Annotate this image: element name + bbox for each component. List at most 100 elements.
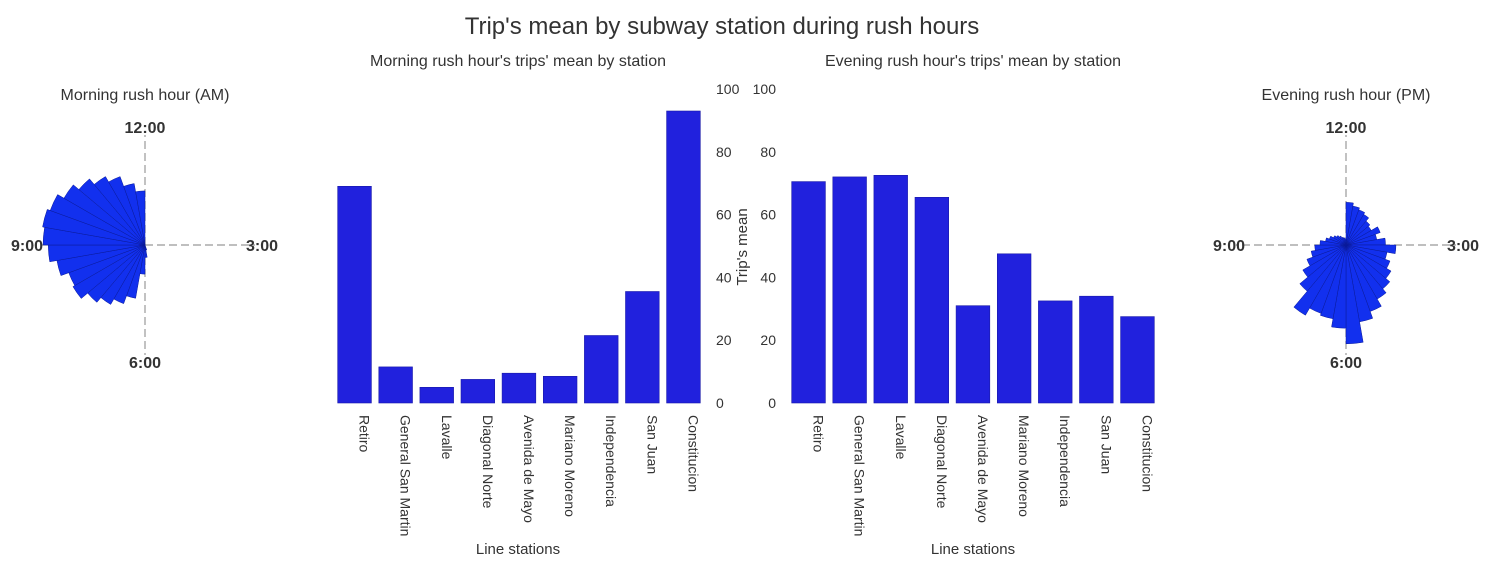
- morning-x-tick-label-4: Avenida de Mayo: [521, 415, 537, 523]
- morning-bars: [337, 110, 701, 404]
- morning-bar-7: [625, 291, 660, 404]
- morning-polar-bar-23: [72, 244, 146, 299]
- evening-x-tick-label-1: General San Martin: [852, 415, 868, 536]
- evening-bar-0: [791, 181, 826, 404]
- evening-x-tick-label-6: Independencia: [1057, 415, 1073, 507]
- morning-polar-title: Morning rush hour (AM): [61, 87, 230, 104]
- evening-y-ticks: 0 20 40 60 80 100: [753, 81, 777, 411]
- morning-y-tick-label-4: 80: [716, 144, 732, 160]
- evening-x-axis-label: Line stations: [931, 541, 1015, 558]
- morning-bar-chart: Morning rush hour's trips' mean by stati…: [337, 53, 751, 558]
- morning-x-tick-label-3: Diagonal Norte: [480, 415, 496, 509]
- evening-bar-2: [873, 175, 908, 404]
- evening-x-tick-label-0: Retiro: [811, 415, 827, 453]
- evening-x-tick-label-3: Diagonal Norte: [934, 415, 950, 509]
- evening-polar-bar-32: [1338, 235, 1347, 246]
- evening-x-tick-label-2: Lavalle: [893, 415, 909, 460]
- evening-bar-3: [914, 197, 950, 404]
- evening-x-tick-label-8: Constitucion: [1139, 415, 1155, 492]
- evening-y-tick-label-1: 20: [760, 332, 776, 348]
- evening-label-6: 6:00: [1330, 355, 1362, 372]
- evening-polar-chart: Evening rush hour (PM) 12:00 3:00 6:00 9…: [1213, 87, 1479, 372]
- evening-x-tick-label-4: Avenida de Mayo: [975, 415, 991, 523]
- morning-label-9: 9:00: [11, 238, 43, 255]
- morning-y-axis-label: Trip's mean: [734, 208, 751, 285]
- morning-x-tick-label-8: Constitucion: [685, 415, 701, 492]
- morning-polar-bars: [42, 176, 148, 305]
- evening-polar-bar-17: [1345, 244, 1364, 345]
- morning-polar-bar-32: [93, 176, 146, 246]
- evening-label-9: 9:00: [1213, 238, 1245, 255]
- morning-bar-title: Morning rush hour's trips' mean by stati…: [370, 53, 666, 70]
- evening-polar-bars: [1293, 202, 1397, 345]
- morning-y-tick-label-3: 60: [716, 207, 732, 223]
- morning-polar-bar-34: [123, 183, 146, 246]
- figure-title: Trip's mean by subway station during rus…: [465, 13, 980, 40]
- morning-x-axis-label: Line stations: [476, 541, 560, 558]
- morning-y-tick-label-1: 20: [716, 332, 732, 348]
- morning-polar-chart: Morning rush hour (AM) 12:00 3:00 6:00 9…: [11, 87, 278, 372]
- evening-polar-bar-2: [1345, 209, 1366, 246]
- evening-polar-bar-26: [1314, 244, 1347, 251]
- evening-bars: [791, 175, 1155, 404]
- morning-bar-0: [337, 186, 372, 404]
- morning-y-ticks: 0 20 40 60 80 100: [716, 81, 740, 411]
- morning-x-ticks: Retiro General San Martin Lavalle Diagonal …: [357, 415, 702, 536]
- morning-polar-bar-33: [108, 176, 146, 246]
- evening-polar-bar-22: [1299, 244, 1347, 292]
- evening-x-ticks: Retiro General San Martin Lavalle Diagonal …: [811, 415, 1156, 536]
- evening-y-tick-label-3: 60: [760, 207, 776, 223]
- evening-bar-title: Evening rush hour's trips' mean by stati…: [825, 53, 1121, 70]
- morning-x-tick-label-7: San Juan: [644, 415, 660, 474]
- evening-bar-6: [1038, 300, 1073, 404]
- evening-polar-bar-35: [1344, 238, 1347, 246]
- evening-polar-bar-25: [1310, 244, 1347, 258]
- morning-polar-bar-30: [63, 184, 146, 246]
- evening-polar-title: Evening rush hour (PM): [1262, 87, 1431, 104]
- evening-y-tick-label-2: 40: [760, 269, 776, 285]
- morning-polar-bar-35: [135, 190, 146, 246]
- morning-bar-5: [542, 375, 578, 404]
- evening-x-tick-label-5: Mariano Moreno: [1016, 415, 1032, 517]
- morning-bar-3: [460, 379, 496, 404]
- morning-x-tick-label-6: Independencia: [603, 415, 619, 507]
- morning-x-tick-label-5: Mariano Moreno: [562, 415, 578, 517]
- morning-bar-8: [666, 110, 701, 404]
- evening-bar-8: [1120, 316, 1155, 404]
- morning-polar-bar-28: [42, 209, 146, 246]
- morning-x-tick-label-1: General San Martin: [398, 415, 414, 536]
- morning-bar-6: [584, 335, 619, 404]
- morning-x-tick-label-0: Retiro: [357, 415, 373, 453]
- evening-bar-7: [1079, 295, 1114, 404]
- evening-polar-bar-6: [1345, 226, 1381, 246]
- morning-polar-bar-17: [144, 244, 148, 258]
- evening-bar-5: [996, 253, 1032, 404]
- evening-polar-bar-31: [1336, 235, 1347, 246]
- evening-polar-bar-33: [1341, 236, 1347, 246]
- evening-polar-bar-24: [1306, 244, 1347, 267]
- evening-x-tick-label-7: San Juan: [1098, 415, 1114, 474]
- morning-bar-4: [501, 372, 537, 404]
- morning-y-tick-label-5: 100: [716, 81, 740, 97]
- morning-label-3: 3:00: [246, 238, 278, 255]
- evening-polar-bar-34: [1343, 237, 1347, 246]
- morning-bar-1: [378, 366, 413, 404]
- morning-y-tick-label-2: 40: [716, 269, 732, 285]
- morning-x-tick-label-2: Lavalle: [439, 415, 455, 460]
- evening-label-12: 12:00: [1326, 120, 1367, 137]
- evening-polar-bar-23: [1302, 244, 1347, 278]
- evening-polar-bar-19: [1320, 244, 1347, 320]
- morning-polar-bar-29: [49, 194, 146, 246]
- morning-polar-bar-31: [78, 178, 146, 246]
- morning-label-6: 6:00: [129, 355, 161, 372]
- morning-y-tick-label-0: 0: [716, 395, 724, 411]
- morning-label-12: 12:00: [125, 120, 166, 137]
- evening-bar-1: [832, 176, 867, 404]
- morning-bar-2: [419, 386, 454, 404]
- evening-bar-chart: Evening rush hour's trips' mean by stati…: [753, 53, 1156, 558]
- evening-polar-bar-4: [1345, 220, 1371, 246]
- evening-y-tick-label-4: 80: [760, 144, 776, 160]
- evening-y-tick-label-0: 0: [768, 395, 776, 411]
- evening-polar-bar-21: [1293, 244, 1347, 316]
